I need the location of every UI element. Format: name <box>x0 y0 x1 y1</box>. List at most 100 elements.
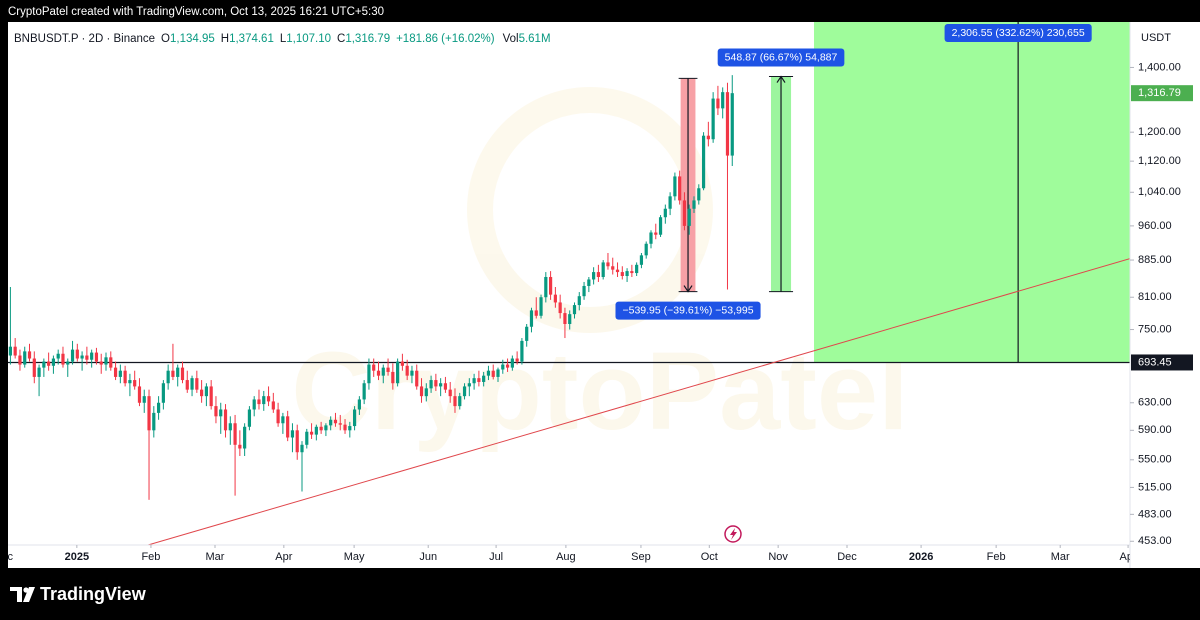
candle-body <box>477 378 481 382</box>
candle-body <box>180 367 185 381</box>
candle-body <box>462 386 467 397</box>
candle-body <box>295 430 299 453</box>
candle-body <box>286 416 290 438</box>
measure-label-bg <box>717 48 845 67</box>
candle-body <box>133 380 137 387</box>
candle-body <box>697 188 701 201</box>
candle-body <box>539 297 543 316</box>
watermark: CryptoPatel <box>291 87 909 453</box>
ohlc-value: 1,374.61 <box>229 33 274 45</box>
candle-body <box>396 361 400 384</box>
candle-body <box>668 196 672 209</box>
x-tick-label: Oct <box>701 551 718 563</box>
candle-body <box>673 176 677 197</box>
candle-body <box>582 285 586 297</box>
candle-body <box>415 370 419 387</box>
y-axis: 453.00 483.00 515.00 550.00 590.00 630.00 750.… <box>1130 61 1193 547</box>
candle-body <box>262 396 266 405</box>
x-tick-label: Jul <box>489 551 503 563</box>
candle-body <box>453 396 457 407</box>
candle-body <box>200 389 204 397</box>
candle-body <box>630 271 634 274</box>
candle-body <box>228 423 232 431</box>
symbol: BNBUSDT.P · 2D · Binance <box>14 33 155 45</box>
watermark-text: CryptoPatel <box>291 330 908 453</box>
x-tick-label: Mar <box>206 551 225 563</box>
price-tag-bg <box>1131 85 1193 102</box>
x-tick-label: Apr <box>1120 551 1137 563</box>
candle-body <box>419 386 424 397</box>
candle-body <box>23 351 27 365</box>
x-tick-label: Sep <box>631 551 651 563</box>
candle-body <box>386 367 390 372</box>
y-tick-label: 810.00 <box>1138 291 1172 303</box>
candle-body <box>376 370 381 376</box>
ohlc-label: O <box>161 33 170 45</box>
candle-body <box>104 357 108 365</box>
candle-body <box>716 98 720 109</box>
x-tick-label: Dec <box>0 551 13 563</box>
candle-body <box>405 365 409 376</box>
candle-body <box>367 364 371 384</box>
candle-body <box>568 314 572 324</box>
event-icon <box>724 525 742 543</box>
symbol-line: BNBUSDT.P · 2D · Binance O1,134.95 H1,374.… <box>14 33 551 45</box>
candle-body <box>635 264 639 274</box>
candle-body <box>577 296 581 306</box>
candle-body <box>687 208 691 226</box>
logo-t <box>10 587 22 602</box>
candle-body <box>161 383 165 403</box>
candle-body <box>113 367 118 377</box>
candle-body <box>109 357 113 368</box>
candle-body <box>147 396 151 431</box>
candle-body <box>61 353 65 365</box>
candle-body <box>482 375 486 382</box>
price-tag-text: 1,316.79 <box>1138 87 1181 99</box>
candle-body <box>458 396 462 407</box>
candle-body <box>725 92 730 156</box>
event-bolt <box>730 528 737 540</box>
price-tag-bg <box>1131 354 1193 371</box>
x-tick-label: Dec <box>837 551 857 563</box>
candle-body <box>80 355 84 359</box>
candle-body <box>486 370 491 376</box>
x-tick-label: 2026 <box>909 551 933 563</box>
candle-body <box>314 426 318 435</box>
candle-body <box>391 371 395 384</box>
logo-v <box>23 587 35 602</box>
candle-body <box>13 346 17 356</box>
candle-body <box>692 200 696 209</box>
candle-body <box>553 294 557 303</box>
candle-body <box>156 402 161 413</box>
candle-body <box>534 310 538 316</box>
candle-body <box>429 380 433 389</box>
y-tick-label: 960.00 <box>1138 220 1172 232</box>
candle-body <box>338 423 342 425</box>
candle-body <box>682 200 687 226</box>
candle-body <box>90 352 94 360</box>
ohlc-value: 1,107.10 <box>286 33 331 45</box>
candle-body <box>711 98 715 140</box>
candle-body <box>305 431 309 445</box>
candle-body <box>424 388 428 397</box>
candle-body <box>333 419 338 424</box>
x-tick-label: Apr <box>275 551 292 563</box>
candle-body <box>606 262 610 267</box>
measure-label-bg <box>944 24 1092 42</box>
candle-body <box>654 232 658 235</box>
candle-body <box>219 409 223 417</box>
candle-body <box>223 409 228 431</box>
y-tick-label: 590.00 <box>1138 424 1172 436</box>
candle-body <box>32 358 36 377</box>
y-tick-label: 483.00 <box>1138 508 1172 520</box>
candle-body <box>276 409 280 424</box>
ohlc-label: C <box>337 33 345 45</box>
candle-body <box>324 425 328 431</box>
y-tick-label: 1,120.00 <box>1138 155 1181 167</box>
candle-body <box>176 367 180 377</box>
brand: TradingView <box>40 584 147 604</box>
y-tick-label: 885.00 <box>1138 254 1172 266</box>
candle-body <box>548 276 553 295</box>
